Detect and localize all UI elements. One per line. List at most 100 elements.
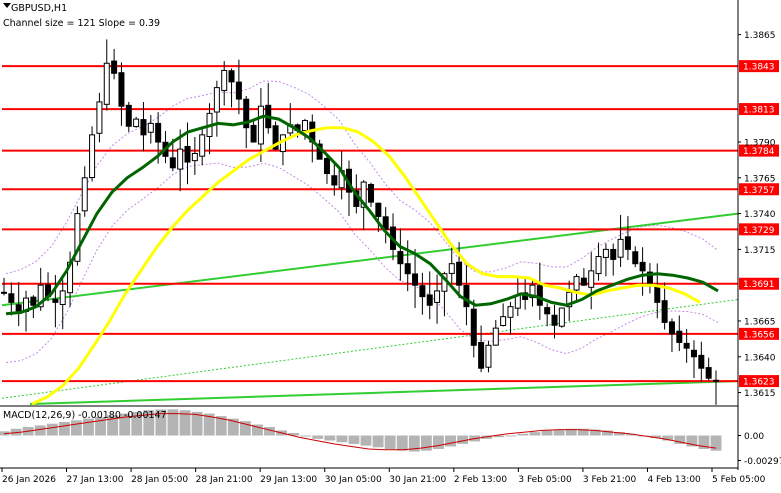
macd-hist-bar (433, 435, 444, 449)
candle-body (228, 70, 235, 83)
envelope-upper-line (5, 80, 719, 275)
level-price-tag (739, 144, 779, 157)
macd-hist-bar (324, 435, 336, 441)
macd-hist-bar (312, 435, 324, 439)
time-tick-label: 28 Jan 05:00 (131, 475, 188, 485)
candle-body (140, 119, 147, 136)
time-tick-label: 4 Feb 13:00 (647, 475, 701, 485)
macd-hist-bar (674, 435, 686, 444)
price-candle (595, 242, 602, 281)
candle-body (301, 120, 308, 132)
candle-body (96, 101, 103, 134)
price-candle (52, 275, 59, 328)
candle-body (89, 134, 96, 179)
candle-body (59, 290, 66, 306)
macd-hist-bar (517, 433, 529, 436)
price-candle (698, 341, 705, 382)
candle-body (125, 104, 132, 127)
price-candle (668, 318, 675, 353)
price-candle (382, 207, 389, 244)
candle-body (463, 284, 470, 308)
macd-hist-bar (239, 421, 251, 436)
price-candle (676, 315, 683, 352)
level-price-tag (739, 103, 779, 116)
macd-hist-bar (215, 416, 227, 436)
price-candle (74, 206, 81, 266)
time-tick-label: 27 Jan 13:00 (67, 475, 124, 485)
macd-hist-bar (251, 424, 263, 436)
candle-body (235, 81, 242, 100)
candle-body (683, 342, 690, 349)
price-candle (368, 182, 375, 207)
chart-menu-arrow-icon[interactable] (3, 3, 11, 8)
price-candle (478, 325, 485, 373)
price-candle (500, 303, 507, 327)
price-candle (566, 280, 573, 321)
candle-body (382, 216, 389, 230)
macd-hist-bar (662, 435, 674, 441)
candle-body (169, 157, 176, 169)
price-tick-label: 1.3765 (744, 174, 776, 184)
macd-hist-bar (529, 432, 541, 436)
price-candle (133, 116, 140, 128)
macd-hist-bar (601, 430, 613, 436)
price-tick-label: 1.3790 (744, 139, 776, 149)
price-candle (492, 320, 499, 346)
price-candle (426, 271, 433, 320)
candle-body (500, 316, 507, 326)
price-candle (118, 62, 125, 126)
candle-body (639, 261, 646, 272)
price-candle (639, 247, 646, 296)
candle-body (257, 105, 264, 145)
candle-body (705, 367, 712, 379)
candle-body (243, 98, 250, 129)
price-candle (456, 242, 463, 299)
candle-body (485, 344, 492, 368)
candle-body (272, 125, 279, 150)
macd-hist-bar (408, 435, 420, 452)
candle-body (221, 69, 228, 91)
macd-hist-bar (372, 435, 384, 448)
candle-body (448, 263, 455, 274)
candle-body (602, 248, 609, 258)
candle-body (177, 148, 184, 170)
price-candle (228, 68, 235, 108)
time-tick-label: 26 Jan 2026 (2, 475, 56, 485)
macd-hist-bar (445, 435, 456, 447)
price-tick-label: 1.3640 (744, 353, 776, 363)
price-candle (89, 126, 96, 182)
candle-body (323, 157, 330, 175)
macd-hist-bar (264, 427, 275, 436)
candle-body (676, 330, 683, 343)
candle-body (668, 321, 675, 335)
candle-body (147, 122, 154, 133)
time-tick-label: 2 Feb 13:00 (454, 475, 508, 485)
price-candle (412, 249, 419, 309)
price-candle (610, 243, 617, 276)
price-candle (463, 262, 470, 326)
price-candle (59, 279, 66, 330)
macd-hist-bar (70, 420, 82, 436)
level-price-label: 1.3623 (743, 378, 775, 388)
candle-body (191, 152, 198, 162)
candle-body (74, 213, 81, 262)
candle-body (580, 277, 587, 286)
price-candle (125, 101, 132, 133)
level-price-label: 1.3729 (743, 226, 775, 236)
level-price-tag (739, 327, 779, 340)
price-candle (257, 87, 264, 162)
price-candle (448, 246, 455, 284)
level-price-tag (739, 277, 779, 290)
candle-body (103, 62, 110, 105)
price-candle (213, 80, 220, 137)
candle-body (155, 122, 162, 143)
macd-hist-bar (420, 435, 432, 451)
price-candle (15, 282, 22, 327)
candle-body (375, 202, 382, 217)
macd-hist-bar (83, 418, 94, 436)
price-tick-label: 1.3715 (744, 246, 776, 256)
candle-body (15, 304, 22, 312)
macd-hist-bar (348, 435, 360, 444)
